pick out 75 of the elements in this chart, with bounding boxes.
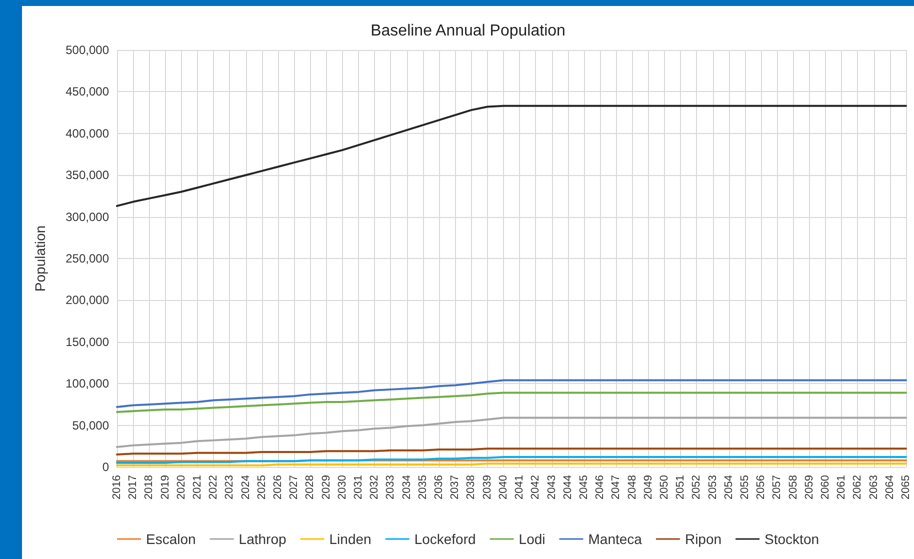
y-tick-label: 500,000 [66,43,110,57]
x-tick-label: 2021 [192,475,204,500]
legend-label: Escalon [146,531,196,547]
legend-label: Manteca [588,531,642,547]
x-tick-label: 2020 [175,475,188,500]
x-tick-label: 2032 [368,475,381,500]
y-axis-title: Population [32,225,48,292]
x-tick-label: 2052 [690,475,703,500]
x-tick-label: 2028 [304,475,316,500]
y-tick-label: 100,000 [66,376,110,391]
x-tick-label: 2053 [706,475,719,500]
y-tick-label: 250,000 [66,252,110,266]
x-tick-label: 2018 [143,475,156,500]
x-tick-label: 2058 [787,475,800,500]
x-tick-label: 2019 [159,475,172,500]
x-tick-label: 2046 [594,475,606,500]
legend-label: Linden [329,531,372,547]
x-tick-label: 2035 [416,475,429,500]
x-tick-label: 2045 [578,475,590,500]
y-tick-label: 50,000 [72,418,110,432]
x-tick-label: 2038 [465,475,478,500]
x-tick-label: 2064 [884,475,896,500]
x-tick-label: 2041 [514,475,526,500]
y-tick-label: 0 [102,460,110,474]
x-tick-label: 2054 [722,475,735,500]
line-series [116,392,907,413]
x-tick-label: 2024 [240,475,252,500]
y-tick-label: 350,000 [66,168,110,182]
x-tick-label: 2034 [400,475,413,500]
x-tick-label: 2030 [336,475,348,500]
x-tick-label: 2057 [771,475,784,500]
x-tick-label: 2039 [481,475,494,500]
x-tick-label: 2037 [449,475,462,500]
x-tick-label: 2060 [819,475,832,500]
y-tick-label: 450,000 [66,84,110,99]
x-tick-label: 2025 [256,475,268,500]
y-tick-label: 150,000 [66,334,110,349]
x-tick-label: 2062 [852,475,864,500]
x-tick-label: 2023 [224,475,236,500]
chart-title: Baseline Annual Population [370,22,566,40]
legend-label: Ripon [684,531,722,547]
x-tick-label: 2017 [127,475,140,500]
legend-label: Stockton [764,531,820,547]
x-tick-label: 2027 [288,475,300,500]
x-tick-label: 2047 [610,475,622,500]
x-tick-label: 2044 [562,475,574,500]
x-tick-label: 2040 [497,475,510,500]
legend-label: Lathrop [238,531,286,547]
x-tick-label: 2022 [208,475,220,500]
x-tick-label: 2031 [352,475,365,500]
x-tick-label: 2016 [111,475,123,500]
x-tick-label: 2051 [674,475,687,500]
line-series [116,104,907,207]
line-series [116,416,907,448]
x-tick-label: 2036 [433,475,446,500]
x-tick-label: 2050 [658,475,670,500]
x-tick-label: 2048 [626,475,638,500]
y-tick-label: 300,000 [66,210,110,224]
y-tick-label: 200,000 [66,293,110,308]
x-tick-label: 2055 [738,475,751,500]
legend-label: Lockeford [414,531,476,547]
x-tick-label: 2049 [642,475,654,500]
x-tick-label: 2063 [868,475,880,500]
y-tick-label: 400,000 [66,126,110,140]
x-tick-label: 2043 [546,475,558,500]
x-tick-label: 2065 [900,475,912,500]
x-tick-label: 2026 [272,475,284,500]
x-tick-label: 2029 [320,475,332,500]
x-tick-label: 2056 [755,475,768,500]
x-tick-label: 2061 [836,475,848,500]
x-tick-label: 2042 [530,475,542,500]
line-series [116,379,907,408]
x-tick-label: 2033 [384,475,397,500]
legend-label: Lodi [518,531,546,547]
x-tick-label: 2059 [803,475,816,500]
